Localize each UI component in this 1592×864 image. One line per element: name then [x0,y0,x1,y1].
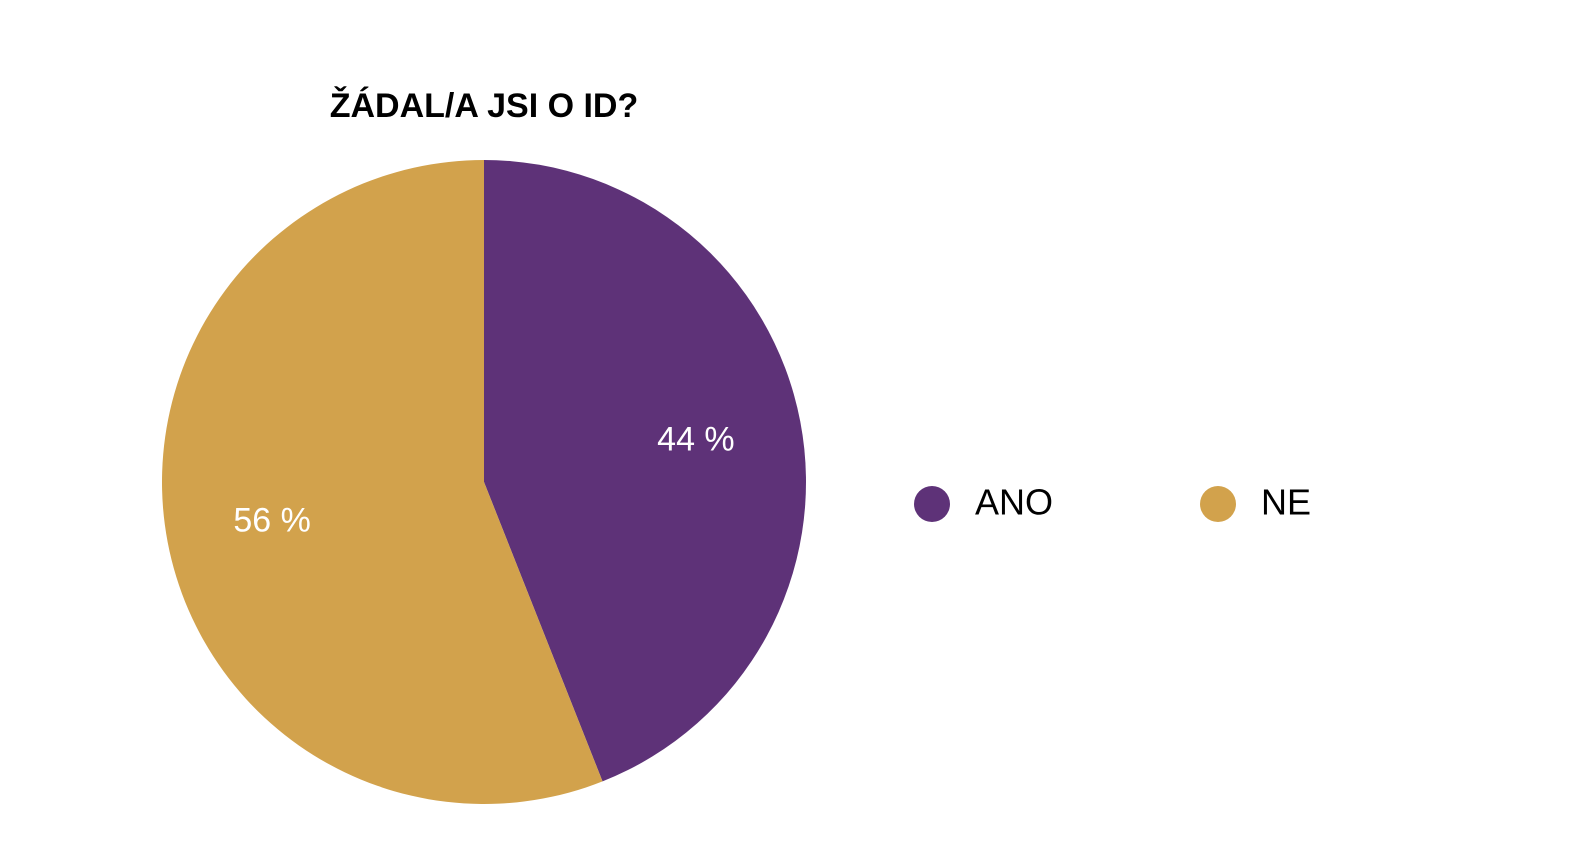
legend-label: ANO [975,482,1053,523]
legend-label: NE [1261,482,1311,523]
data-label: 56 % [233,501,311,539]
data-label: 44 % [657,421,735,459]
pie-slice [484,160,807,782]
chart-title: ŽÁDAL/A JSI O ID? [330,87,639,125]
legend-swatch [1200,486,1236,522]
pie-slice [162,160,603,804]
legend-swatch [914,486,950,522]
